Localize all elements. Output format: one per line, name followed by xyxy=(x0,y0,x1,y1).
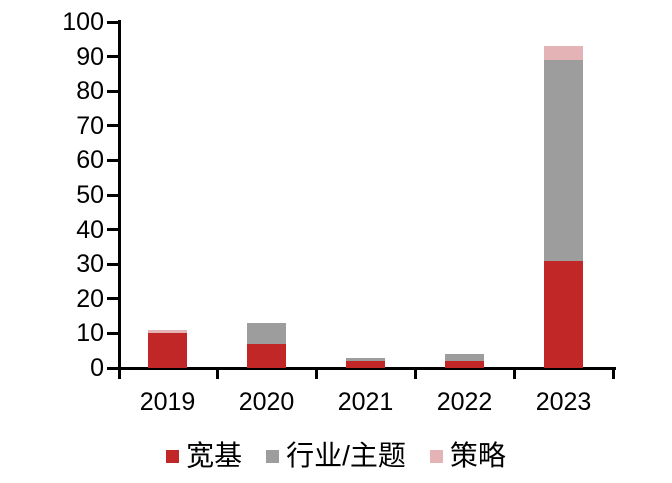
x-axis-category-label: 2020 xyxy=(238,388,295,416)
legend: 宽基 行业/主题 策略 xyxy=(0,440,672,472)
y-axis-tick xyxy=(107,297,118,301)
x-axis-category-label: 2021 xyxy=(337,388,394,416)
bar-segment-2021-series-0 xyxy=(346,361,385,368)
legend-item-0: 宽基 xyxy=(166,440,242,472)
x-axis-category-label: 2023 xyxy=(535,388,592,416)
bar-segment-2020-series-0 xyxy=(247,343,286,368)
y-axis-tick-label: 0 xyxy=(90,354,104,382)
legend-item-2: 策略 xyxy=(429,440,506,472)
y-axis-tick-label: 60 xyxy=(76,146,104,175)
y-axis-tick-label: 100 xyxy=(62,8,104,36)
legend-item-1: 行业/主题 xyxy=(266,440,406,472)
x-axis-tick xyxy=(215,370,219,379)
y-axis-tick xyxy=(107,55,118,59)
bar-segment-2023-series-2 xyxy=(544,46,583,61)
y-axis-tick xyxy=(107,89,118,93)
bar-segment-2022-series-0 xyxy=(445,361,484,368)
x-axis-tick xyxy=(118,370,121,379)
bar-segment-2020-series-1 xyxy=(247,323,286,344)
bar-segment-2019-series-0 xyxy=(148,333,187,368)
y-axis-tick-label: 30 xyxy=(76,250,104,279)
bar-segment-2022-series-1 xyxy=(445,354,484,362)
x-axis-tick xyxy=(314,370,318,379)
x-axis-tick xyxy=(611,370,615,379)
y-axis-line xyxy=(118,20,121,375)
bar-segment-2019-series-2 xyxy=(148,329,187,334)
x-axis-category-label: 2019 xyxy=(139,388,196,416)
x-axis-tick xyxy=(512,370,516,379)
legend-label: 行业/主题 xyxy=(286,440,406,471)
y-axis-tick-label: 50 xyxy=(76,181,104,209)
legend-swatch-icon xyxy=(266,449,280,463)
legend-swatch-icon xyxy=(429,449,443,463)
y-axis-tick-label: 40 xyxy=(76,215,104,244)
y-axis-tick-label: 70 xyxy=(76,111,104,140)
legend-label: 宽基 xyxy=(186,440,243,471)
bar-segment-2021-series-1 xyxy=(346,357,385,362)
x-axis-category-label: 2022 xyxy=(436,388,493,416)
y-axis-tick-label: 10 xyxy=(76,319,104,348)
legend-swatch-icon xyxy=(166,449,180,463)
x-axis-tick xyxy=(413,370,417,379)
y-axis-tick xyxy=(107,20,118,24)
y-axis-tick-label: 20 xyxy=(76,284,104,313)
y-axis-tick xyxy=(107,228,118,232)
y-axis-tick-label: 80 xyxy=(76,77,104,106)
y-axis-tick xyxy=(107,366,118,370)
bar-segment-2023-series-0 xyxy=(544,260,583,368)
y-axis-tick xyxy=(107,193,118,197)
y-axis-tick xyxy=(107,158,118,162)
y-axis-tick xyxy=(107,331,118,335)
x-axis-line xyxy=(118,367,616,370)
legend-label: 策略 xyxy=(449,440,506,471)
y-axis-tick xyxy=(107,124,118,128)
y-axis-tick-label: 90 xyxy=(76,42,104,71)
y-axis-tick xyxy=(107,262,118,266)
bar-segment-2023-series-1 xyxy=(544,60,583,261)
